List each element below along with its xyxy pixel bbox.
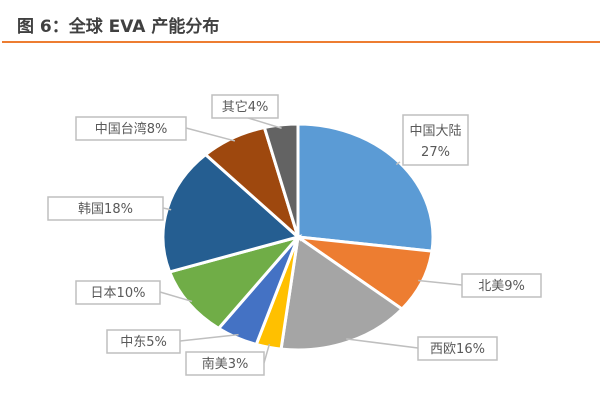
data-label: 日本10% xyxy=(91,286,146,301)
data-label-box xyxy=(461,273,542,298)
data-label: 中国大陆 xyxy=(409,123,461,139)
data-label: 其它4% xyxy=(222,99,269,115)
data-label-box xyxy=(211,94,279,119)
data-label-box xyxy=(402,114,469,166)
leader-line xyxy=(179,333,239,342)
title-underline xyxy=(2,41,600,43)
leader-line xyxy=(395,161,401,166)
data-label: 北美9% xyxy=(478,279,525,294)
data-label: 南美3% xyxy=(202,356,249,372)
data-label-box xyxy=(75,116,187,141)
leader-line xyxy=(244,116,282,129)
pie-slice-2 xyxy=(279,234,405,352)
data-label-box xyxy=(417,336,498,361)
data-label-box xyxy=(106,329,181,354)
data-label-box xyxy=(185,351,265,376)
figure-title: 图 6：全球 EVA 产能分布 xyxy=(17,17,220,37)
leader-line xyxy=(346,338,419,349)
data-label: 中东5% xyxy=(120,335,167,350)
leader-line xyxy=(162,207,172,211)
leader-line xyxy=(418,279,463,286)
data-label-box xyxy=(75,280,161,305)
leader-line xyxy=(263,343,271,364)
data-label: 中国台湾8% xyxy=(95,121,168,137)
data-label: 27% xyxy=(421,145,450,160)
data-label: 西欧16% xyxy=(430,342,485,357)
pie-slice-8 xyxy=(262,122,300,238)
data-label: 韩国18% xyxy=(78,202,133,217)
leader-line xyxy=(159,291,193,303)
data-label-box xyxy=(47,196,164,221)
leader-line xyxy=(185,127,236,142)
